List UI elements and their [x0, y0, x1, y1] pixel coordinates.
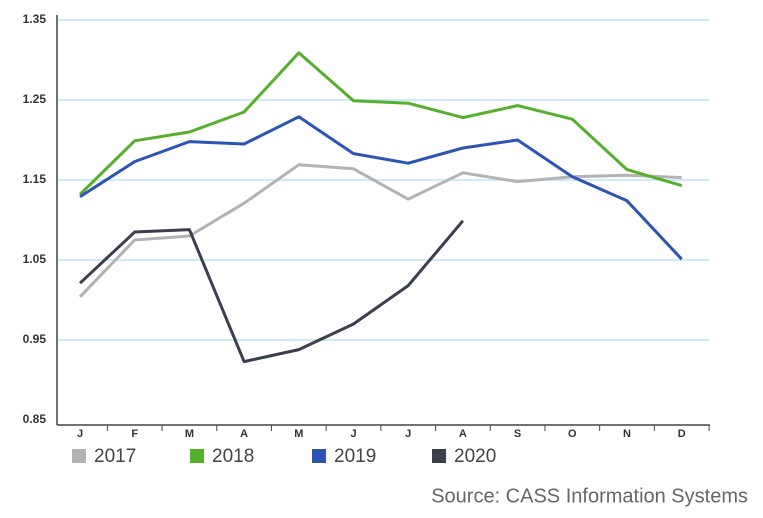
x-tick-label: J — [405, 428, 411, 440]
series-line — [79, 115, 683, 261]
source-note: Source: CASS Information Systems — [431, 485, 748, 507]
legend-swatch — [312, 449, 326, 463]
series-line — [78, 163, 682, 298]
legend-swatch — [432, 449, 446, 463]
y-tick-label: 1.05 — [23, 252, 47, 266]
x-tick-label: S — [514, 428, 521, 440]
x-tick-label: J — [77, 428, 83, 440]
x-tick-label: J — [350, 428, 356, 440]
y-tick-label: 0.95 — [23, 332, 47, 346]
legend-label: 2020 — [454, 446, 496, 467]
x-tick-label: A — [240, 428, 248, 440]
x-tick-label: D — [678, 428, 686, 440]
x-tick-label: N — [623, 428, 631, 440]
legend-swatch — [190, 449, 204, 463]
x-tick-label: A — [459, 428, 467, 440]
x-tick-label: F — [131, 428, 138, 440]
x-tick-label: M — [294, 428, 303, 440]
legend-label: 2017 — [94, 446, 136, 467]
y-tick-label: 1.15 — [23, 172, 47, 186]
y-tick-label: 1.35 — [23, 12, 47, 26]
x-tick-label: M — [185, 428, 194, 440]
y-tick-label: 0.85 — [23, 412, 47, 426]
legend-label: 2018 — [212, 446, 254, 467]
series-line — [78, 219, 465, 364]
legend-swatch — [72, 449, 86, 463]
series-line — [78, 51, 683, 196]
legend-label: 2019 — [334, 446, 376, 467]
x-tick-label: O — [568, 428, 577, 440]
y-tick-label: 1.25 — [23, 92, 47, 106]
